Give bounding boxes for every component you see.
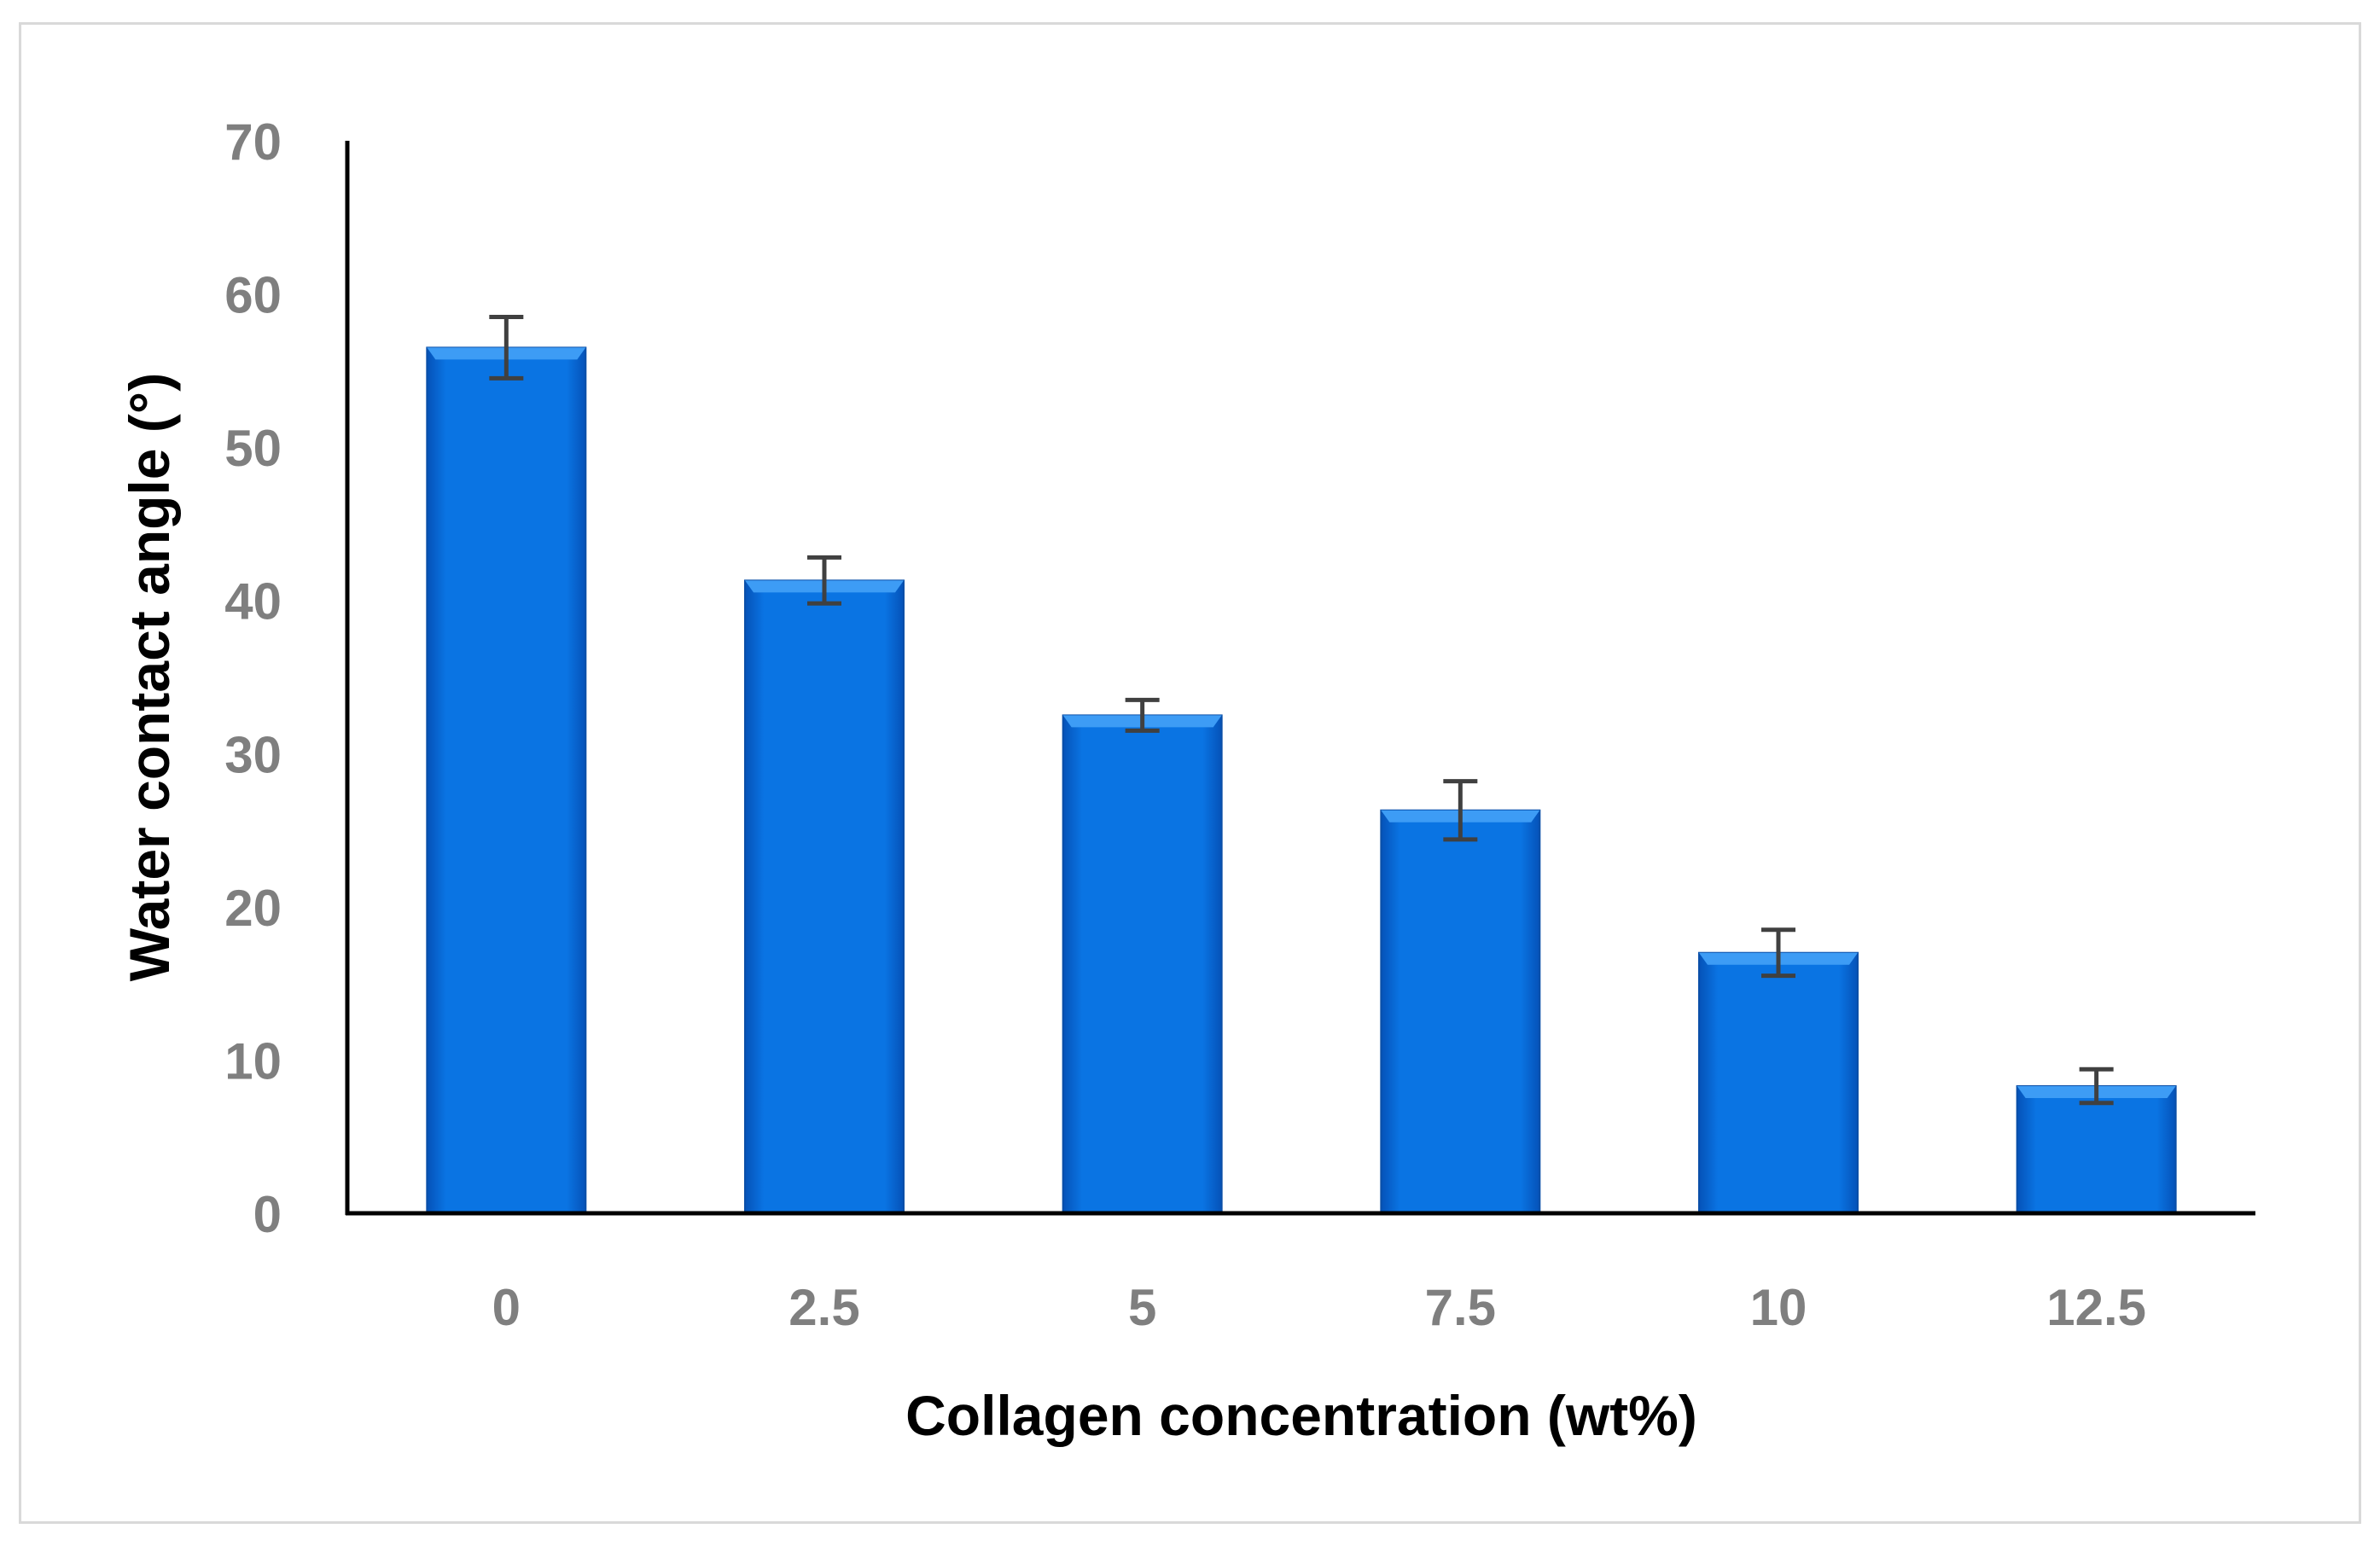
y-tick-label: 0 [253,1186,282,1243]
x-tick-labels: 0 2.5 5 7.5 10 12.5 [492,1279,2146,1336]
x-tick-label: 5 [1128,1279,1156,1336]
error-bar-0 [489,315,524,381]
bars [426,346,2177,1215]
y-tick-label: 40 [224,573,282,631]
y-tick-label: 30 [224,726,282,783]
bar-12.5 [2016,1084,2177,1214]
y-tick-label: 10 [224,1032,282,1090]
y-tick-label: 50 [224,420,282,477]
error-bar-5 [1125,697,1160,733]
y-tick-label: 20 [224,880,282,937]
x-tick-label: 0 [492,1279,521,1336]
x-axis-title: Collagen concentration (wt%) [905,1384,1697,1447]
x-tick-label: 10 [1750,1279,1807,1336]
y-tick-labels: 0 10 20 30 40 50 60 70 [224,113,282,1243]
error-bar-12.5 [2079,1067,2114,1106]
error-bar-10 [1761,927,1795,979]
y-tick-label: 70 [224,113,282,171]
bar-5 [1062,714,1223,1214]
x-tick-label: 2.5 [788,1279,859,1336]
bar-7.5 [1380,809,1541,1215]
error-bar-7.5 [1443,779,1478,842]
bar-0 [426,346,587,1214]
x-tick-label: 7.5 [1425,1279,1496,1336]
y-axis-title: Water contact angle (°) [118,373,181,981]
bar-2.5 [744,579,905,1214]
y-tick-label: 60 [224,267,282,324]
error-bars [489,315,2114,1106]
x-tick-label: 12.5 [2046,1279,2146,1336]
bar-10 [1698,951,1859,1214]
error-bar-2.5 [807,555,841,606]
